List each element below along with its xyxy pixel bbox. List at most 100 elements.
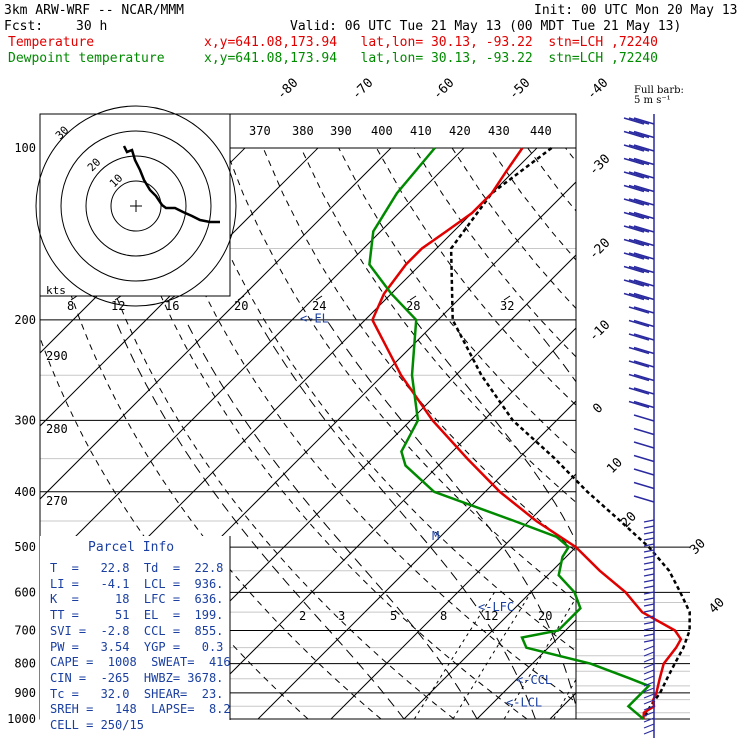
isotherm (184, 327, 576, 719)
isotherm (40, 147, 465, 573)
wind-barb (628, 130, 650, 139)
hodograph-ring (60, 130, 212, 282)
parcel-info-line: LI = -4.1 LCL = 936. (50, 576, 224, 591)
wind-barb (633, 360, 655, 368)
isotherm (549, 692, 576, 719)
wind-barb (643, 537, 655, 541)
wind-barb (643, 693, 655, 699)
dry-adiabat-label: 430 (488, 124, 510, 138)
hodograph-ring (85, 155, 187, 257)
dry-adiabat-label: 380 (292, 124, 314, 138)
wind-barb (633, 211, 655, 220)
pressure-label: 1000 (7, 712, 36, 726)
isotherm (403, 546, 576, 719)
wind-barb (633, 468, 655, 476)
isotherm-label: 0 (590, 401, 606, 417)
parcel-info-background (40, 536, 230, 721)
wind-barb (643, 699, 655, 705)
wind-barb (643, 567, 655, 571)
wind-barb-key: Full barb: 5 m s⁻¹ (634, 85, 684, 106)
wind-barb (628, 360, 650, 368)
isotherm-label: -30 (586, 152, 613, 179)
wind-barb (633, 252, 655, 260)
wind-barb (633, 117, 655, 125)
wind-barb (643, 615, 655, 619)
wind-barb (643, 633, 655, 637)
dry-adiabat-label: 370 (249, 124, 271, 138)
wind-barb (643, 657, 655, 663)
wind-barb (628, 373, 650, 382)
moist-adiabat (256, 319, 536, 719)
dry-adiabat-label: 270 (46, 494, 68, 508)
mixing-ratio-label: 5 (390, 609, 397, 623)
dry-adiabat (300, 147, 576, 503)
wind-barb (643, 681, 655, 687)
dry-adiabat-label: 410 (410, 124, 432, 138)
wind-barb (633, 414, 655, 422)
pressure-label: 100 (14, 141, 36, 155)
wind-barb (633, 427, 655, 436)
wind-barb (633, 225, 655, 233)
parcel-info-line: CELL = 250/15 (50, 718, 144, 732)
wind-barb (643, 627, 655, 631)
moist-adiabat (414, 319, 576, 543)
dry-adiabat (224, 147, 576, 602)
parcel-info-line: CIN = -265 HWBZ= 3678. (50, 670, 224, 685)
wind-barb (643, 687, 655, 693)
dry-adiabat-label: 290 (46, 349, 68, 363)
isotherm-label: -20 (586, 236, 613, 263)
wind-barb (633, 441, 655, 449)
wind-barb (643, 549, 655, 553)
wind-barb (643, 555, 655, 559)
dry-adiabat (187, 147, 576, 652)
pressure-label: 400 (14, 485, 36, 499)
storm-speed-tick (409, 295, 417, 301)
wind-barb (633, 454, 655, 463)
wind-barb (643, 525, 655, 529)
wind-barb (628, 225, 650, 233)
mixing-ratio-label: 20 (538, 609, 552, 623)
wind-barb (623, 225, 645, 233)
model-title: 3km ARW-WRF -- NCAR/MMM (4, 3, 185, 18)
wind-barb (633, 171, 655, 179)
storm-speed-label: 12 (111, 299, 125, 313)
dry-adiabat-label: 440 (530, 124, 552, 138)
isotherm (623, 148, 740, 719)
wind-barb (633, 319, 655, 328)
wind-barb (643, 603, 655, 607)
isotherm-label: 40 (706, 595, 728, 617)
parcel-info-line: T = 22.8 Td = 22.8 (50, 561, 224, 575)
wind-barb (643, 597, 655, 601)
storm-speed-label: 16 (165, 299, 179, 313)
hodograph-ring (110, 180, 162, 232)
dewpoint-location: x,y=641.08,173.94 lat,lon= 30.13, -93.22… (204, 51, 658, 66)
wind-barb (623, 198, 645, 206)
hodograph-unit-label: kts (46, 284, 66, 297)
wind-barb (628, 387, 650, 395)
wind-barb (633, 265, 655, 274)
forecast-hour: 30 h (76, 19, 108, 34)
wind-barb (643, 717, 655, 723)
level-marker-el: <-EL (300, 312, 329, 326)
wind-barb (628, 157, 650, 166)
wind-barb (623, 292, 645, 301)
isotherm-label: -40 (584, 76, 611, 103)
wind-barb (628, 265, 650, 274)
wind-barb (633, 373, 655, 382)
temperature-profile (371, 147, 683, 720)
wind-barb (628, 211, 650, 220)
parcel-info-line: SREH = 148 LAPSE= 8.2 (50, 702, 231, 717)
isotherm-label: -10 (586, 318, 613, 345)
wind-barb (633, 333, 655, 341)
parcel-info-line: Tc = 32.0 SHEAR= 23. (50, 686, 224, 701)
forecast-label: Fcst: (4, 19, 44, 34)
wind-barb (643, 675, 655, 681)
dry-adiabat (338, 147, 576, 455)
wind-barb (643, 639, 655, 643)
storm-speed-tick (237, 295, 245, 301)
dry-adiabat-label: 400 (371, 124, 393, 138)
wind-barb (623, 171, 645, 179)
wind-barb (643, 585, 655, 589)
wind-barb (643, 519, 655, 523)
